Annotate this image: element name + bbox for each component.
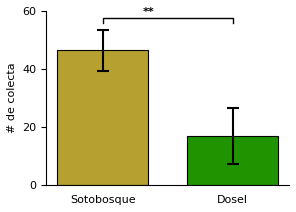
Text: **: ** xyxy=(142,7,154,17)
Bar xyxy=(187,136,278,185)
Y-axis label: # de colecta: # de colecta xyxy=(7,63,17,134)
Bar xyxy=(57,50,148,185)
